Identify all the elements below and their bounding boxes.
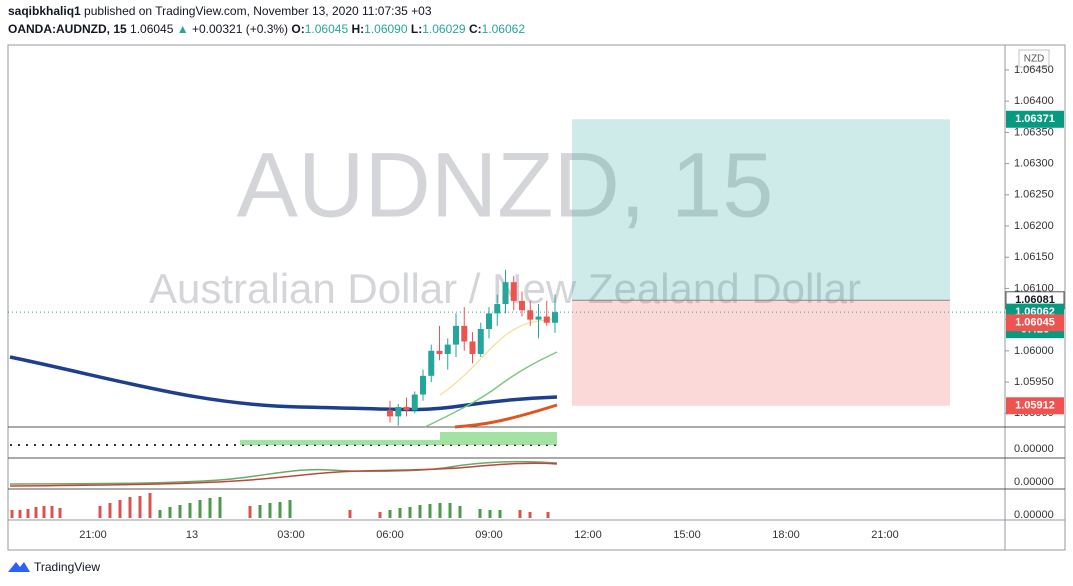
price-label: 1.06045 — [1015, 317, 1055, 329]
ohlc-label: H: — [351, 22, 364, 36]
header-line1: saqibkhaliq1 published on TradingView.co… — [8, 4, 432, 18]
price-label-box — [1006, 397, 1064, 415]
candle-body — [527, 310, 534, 320]
indicator-histogram — [240, 432, 557, 445]
candle-body — [395, 407, 402, 417]
last: 1.06045 — [130, 22, 174, 36]
x-tick-label: 06:00 — [376, 529, 404, 541]
published: published on TradingView.com, November 1… — [84, 4, 432, 18]
currency-box — [1018, 49, 1050, 68]
brand: TradingView — [34, 560, 100, 574]
candle-body — [502, 282, 509, 305]
ohlc: O:1.06045 H:1.06090 L:1.06029 C:1.06062 — [291, 22, 525, 36]
chart-border — [7, 44, 1066, 551]
ohlc-label: L: — [411, 22, 422, 36]
y-tick-label: 1.06450 — [1014, 64, 1054, 76]
candle-body — [486, 313, 492, 330]
symbol: OANDA:AUDNZD, 15 — [8, 22, 127, 36]
x-tick-label: 09:00 — [475, 529, 503, 541]
candle-body — [436, 350, 443, 354]
candle-body — [387, 410, 393, 417]
author: saqibkhaliq1 — [8, 4, 81, 18]
candle-body — [444, 344, 451, 354]
arrow: ▲ — [177, 22, 189, 36]
loss-zone — [572, 300, 950, 406]
position-tool — [572, 119, 950, 406]
candle-body — [510, 282, 517, 301]
candle-body — [461, 325, 468, 342]
candle-body — [519, 300, 525, 311]
moving-average — [454, 403, 558, 429]
y-tick-label: 1.05950 — [1014, 376, 1054, 388]
candle-body — [552, 312, 558, 323]
price-label: 1.05912 — [1015, 400, 1055, 412]
change: +0.00321 (+0.3%) — [192, 22, 288, 36]
price-label: 1.06081 — [1015, 294, 1055, 306]
candle-body — [543, 316, 550, 323]
indicator-bars — [10, 493, 550, 518]
x-tick-label: 13 — [186, 529, 198, 541]
x-tick-label: 12:00 — [574, 529, 602, 541]
moving-average — [439, 317, 558, 396]
ohlc-label: C: — [469, 22, 482, 36]
currency: NZD — [1024, 54, 1045, 65]
x-tick-label: 21:00 — [79, 529, 107, 541]
y-tick-label: 1.06300 — [1014, 158, 1054, 170]
price-label: 1.06371 — [1015, 113, 1055, 125]
ohlc-value: 1.06062 — [482, 22, 526, 36]
moving-average — [9, 355, 558, 412]
indicator-bars — [158, 497, 502, 518]
watermark-title: AUDNZD, 15 — [237, 134, 774, 236]
candle-body — [453, 325, 459, 345]
indicator-label: 0.00000 — [1014, 443, 1054, 455]
candle-body — [420, 375, 426, 395]
price-label-box — [1006, 314, 1064, 332]
y-tick-label: 1.06350 — [1014, 126, 1054, 138]
candle-body — [411, 394, 418, 411]
indicator-line — [9, 460, 558, 485]
ohlc-value: 1.06090 — [364, 22, 408, 36]
candle-body — [494, 304, 501, 314]
y-tick-label: 1.06400 — [1014, 95, 1054, 107]
ohlc-label: O: — [291, 22, 304, 36]
candle-body — [403, 407, 410, 411]
ohlc-value: 1.06029 — [422, 22, 466, 36]
x-tick-label: 03:00 — [277, 529, 305, 541]
footer: TradingView — [8, 560, 100, 574]
x-tick-label: 21:00 — [871, 529, 899, 541]
chart: AUDNZD, 15 Australian Dollar / New Zeala… — [7, 44, 1066, 551]
header-line2: OANDA:AUDNZD, 15 1.06045 ▲ +0.00321 (+0.… — [8, 22, 525, 36]
candle-body — [469, 341, 476, 354]
indicator-label: 0.00000 — [1014, 509, 1054, 521]
x-tick-label: 18:00 — [772, 529, 800, 541]
logo — [8, 562, 30, 572]
candle-body — [428, 350, 435, 376]
profit-zone — [572, 119, 950, 301]
ohlc-value: 1.06045 — [305, 22, 349, 36]
candle-body — [535, 316, 542, 320]
indicator-label: 0.00000 — [1014, 476, 1054, 488]
y-tick-label: 1.06150 — [1014, 251, 1054, 263]
y-tick-label: 1.06200 — [1014, 220, 1054, 232]
y-tick-label: 1.06250 — [1014, 189, 1054, 201]
indicator-line — [9, 462, 558, 487]
candle-body — [477, 329, 484, 354]
x-tick-label: 15:00 — [673, 529, 701, 541]
moving-average — [424, 351, 558, 428]
price-label-box — [1006, 110, 1064, 128]
y-tick-label: 1.06000 — [1014, 345, 1054, 357]
